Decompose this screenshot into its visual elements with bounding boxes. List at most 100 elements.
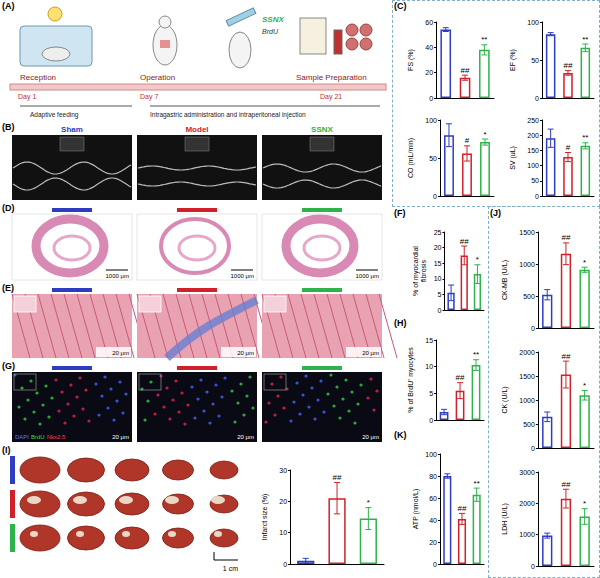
- svg-text:20 μm: 20 μm: [112, 350, 129, 356]
- svg-text:50: 50: [531, 177, 539, 184]
- svg-text:EF (%): EF (%): [509, 49, 517, 71]
- svg-text:20: 20: [279, 498, 287, 505]
- svg-text:*: *: [483, 130, 486, 139]
- svg-text:**: **: [582, 133, 588, 142]
- svg-text:30: 30: [279, 467, 287, 474]
- svg-text:80: 80: [429, 473, 437, 480]
- svg-text:25: 25: [434, 229, 442, 236]
- svg-text:60: 60: [425, 19, 433, 26]
- svg-text:##: ##: [461, 66, 470, 75]
- svg-text:**: **: [473, 350, 479, 359]
- svg-text:FS (%): FS (%): [407, 49, 415, 71]
- svg-text:3000: 3000: [519, 469, 535, 476]
- svg-text:20 μm: 20 μm: [237, 350, 254, 356]
- svg-text:100: 100: [527, 162, 539, 169]
- svg-text:20 μm: 20 μm: [112, 434, 129, 440]
- svg-text:Adaptive feeding: Adaptive feeding: [30, 111, 79, 119]
- svg-text:1000 μm: 1000 μm: [231, 273, 254, 279]
- svg-text:100: 100: [425, 117, 437, 124]
- svg-text:Model: Model: [185, 125, 208, 134]
- svg-text:200: 200: [527, 132, 539, 139]
- svg-text:Infarct size (%): Infarct size (%): [261, 494, 269, 541]
- svg-text:500: 500: [523, 293, 535, 300]
- svg-text:40: 40: [429, 517, 437, 524]
- svg-text:*: *: [583, 499, 586, 508]
- svg-text:40: 40: [425, 44, 433, 51]
- svg-text:2000: 2000: [519, 349, 535, 356]
- svg-text:Operation: Operation: [140, 73, 175, 82]
- svg-text:1000: 1000: [519, 531, 535, 538]
- svg-text:150: 150: [527, 147, 539, 154]
- svg-text:50: 50: [429, 155, 437, 162]
- svg-text:Intragastric administration an: Intragastric administration and intraper…: [150, 111, 306, 119]
- svg-text:20: 20: [429, 539, 437, 546]
- svg-text:% of BrdU⁺ myocytes: % of BrdU⁺ myocytes: [407, 347, 415, 413]
- svg-text:Sample Preparation: Sample Preparation: [296, 73, 367, 82]
- svg-text:##: ##: [458, 504, 467, 513]
- svg-text:1000: 1000: [519, 397, 535, 404]
- svg-text:100: 100: [425, 451, 437, 458]
- svg-text:60: 60: [429, 495, 437, 502]
- svg-text:1000: 1000: [519, 261, 535, 268]
- svg-text:##: ##: [561, 480, 570, 489]
- svg-text:0: 0: [438, 307, 442, 314]
- svg-text:##: ##: [460, 237, 469, 246]
- svg-text:*: *: [583, 258, 586, 267]
- svg-text:0: 0: [535, 193, 539, 200]
- svg-text:500: 500: [523, 421, 535, 428]
- svg-text:1000 μm: 1000 μm: [356, 273, 379, 279]
- svg-text:SV (uL): SV (uL): [509, 146, 517, 170]
- svg-text:10: 10: [425, 363, 433, 370]
- svg-text:ATP (nmol/L): ATP (nmol/L): [412, 489, 420, 530]
- svg-text:Day 1: Day 1: [18, 93, 36, 101]
- svg-text:##: ##: [564, 61, 573, 70]
- svg-text:0: 0: [535, 95, 539, 102]
- svg-text:CK (U/L): CK (U/L): [501, 386, 509, 413]
- svg-text:100: 100: [527, 19, 539, 26]
- svg-text:5: 5: [429, 390, 433, 397]
- svg-text:#: #: [465, 136, 470, 145]
- svg-text:0: 0: [283, 561, 287, 568]
- svg-text:0: 0: [531, 325, 535, 332]
- svg-text:0: 0: [531, 445, 535, 452]
- svg-text:Day 21: Day 21: [320, 93, 342, 101]
- svg-text:20 μm: 20 μm: [362, 350, 379, 356]
- svg-text:20 μm: 20 μm: [237, 434, 254, 440]
- svg-text:50: 50: [531, 57, 539, 64]
- svg-text:BrdU: BrdU: [262, 28, 279, 35]
- svg-text:20 μm: 20 μm: [362, 434, 379, 440]
- svg-text:DAPIBrdUNkx2.5: DAPIBrdUNkx2.5: [15, 434, 66, 440]
- svg-text:15: 15: [425, 337, 433, 344]
- svg-text:15: 15: [434, 260, 442, 267]
- svg-text:Sham: Sham: [61, 125, 83, 134]
- svg-text:10: 10: [279, 529, 287, 536]
- svg-text:*: *: [367, 498, 370, 507]
- svg-text:##: ##: [333, 473, 342, 482]
- svg-text:1000 μm: 1000 μm: [106, 273, 129, 279]
- svg-text:250: 250: [527, 117, 539, 124]
- svg-text:**: **: [474, 479, 480, 488]
- svg-text:5: 5: [438, 291, 442, 298]
- svg-text:fibrosis: fibrosis: [420, 259, 427, 282]
- svg-text:CK-MB (U/L): CK-MB (U/L): [501, 260, 509, 300]
- svg-text:SSNX: SSNX: [262, 15, 284, 24]
- svg-text:##: ##: [456, 373, 465, 382]
- svg-text:*: *: [476, 255, 479, 264]
- svg-text:1 cm: 1 cm: [223, 565, 238, 572]
- svg-text:1500: 1500: [519, 229, 535, 236]
- svg-text:##: ##: [561, 352, 570, 361]
- svg-text:1500: 1500: [519, 373, 535, 380]
- svg-text:20: 20: [434, 244, 442, 251]
- svg-text:##: ##: [561, 233, 570, 242]
- svg-text:CO (mL/min): CO (mL/min): [407, 138, 415, 178]
- svg-text:Reception: Reception: [20, 73, 56, 82]
- svg-text:*: *: [583, 381, 586, 390]
- svg-text:**: **: [481, 35, 487, 44]
- svg-text:10: 10: [434, 275, 442, 282]
- svg-text:SSNX: SSNX: [311, 125, 333, 134]
- svg-text:0: 0: [433, 561, 437, 568]
- svg-text:0: 0: [433, 193, 437, 200]
- svg-text:LDH (U/L): LDH (U/L): [501, 503, 509, 535]
- svg-text:Day 7: Day 7: [140, 93, 158, 101]
- svg-text:0: 0: [429, 417, 433, 424]
